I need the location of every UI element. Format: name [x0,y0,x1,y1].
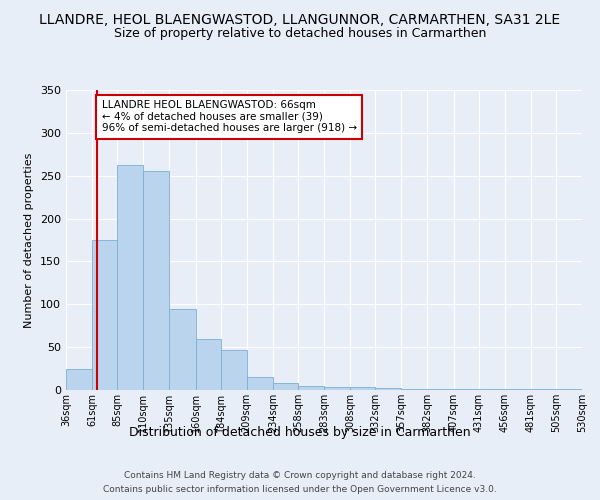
Bar [247,377,273,390]
Bar [66,368,92,390]
Text: Contains public sector information licensed under the Open Government Licence v3: Contains public sector information licen… [103,484,497,494]
Bar [196,338,221,390]
Bar [221,350,247,390]
Text: LLANDRE, HEOL BLAENGWASTOD, LLANGUNNOR, CARMARTHEN, SA31 2LE: LLANDRE, HEOL BLAENGWASTOD, LLANGUNNOR, … [40,12,560,26]
Bar [273,383,298,390]
Bar [531,389,556,390]
Text: Size of property relative to detached houses in Carmarthen: Size of property relative to detached ho… [114,28,486,40]
Bar [556,389,582,390]
Bar [454,389,479,390]
Bar [505,389,531,390]
Y-axis label: Number of detached properties: Number of detached properties [25,152,34,328]
Text: LLANDRE HEOL BLAENGWASTOD: 66sqm
← 4% of detached houses are smaller (39)
96% of: LLANDRE HEOL BLAENGWASTOD: 66sqm ← 4% of… [101,100,356,134]
Bar [117,164,143,390]
Text: Distribution of detached houses by size in Carmarthen: Distribution of detached houses by size … [129,426,471,439]
Bar [143,172,169,390]
Text: Contains HM Land Registry data © Crown copyright and database right 2024.: Contains HM Land Registry data © Crown c… [124,472,476,480]
Bar [324,386,350,390]
Bar [298,386,324,390]
Bar [479,389,505,390]
Bar [401,389,427,390]
Bar [375,388,401,390]
Bar [350,388,375,390]
Bar [92,240,117,390]
Bar [169,308,196,390]
Bar [427,389,454,390]
